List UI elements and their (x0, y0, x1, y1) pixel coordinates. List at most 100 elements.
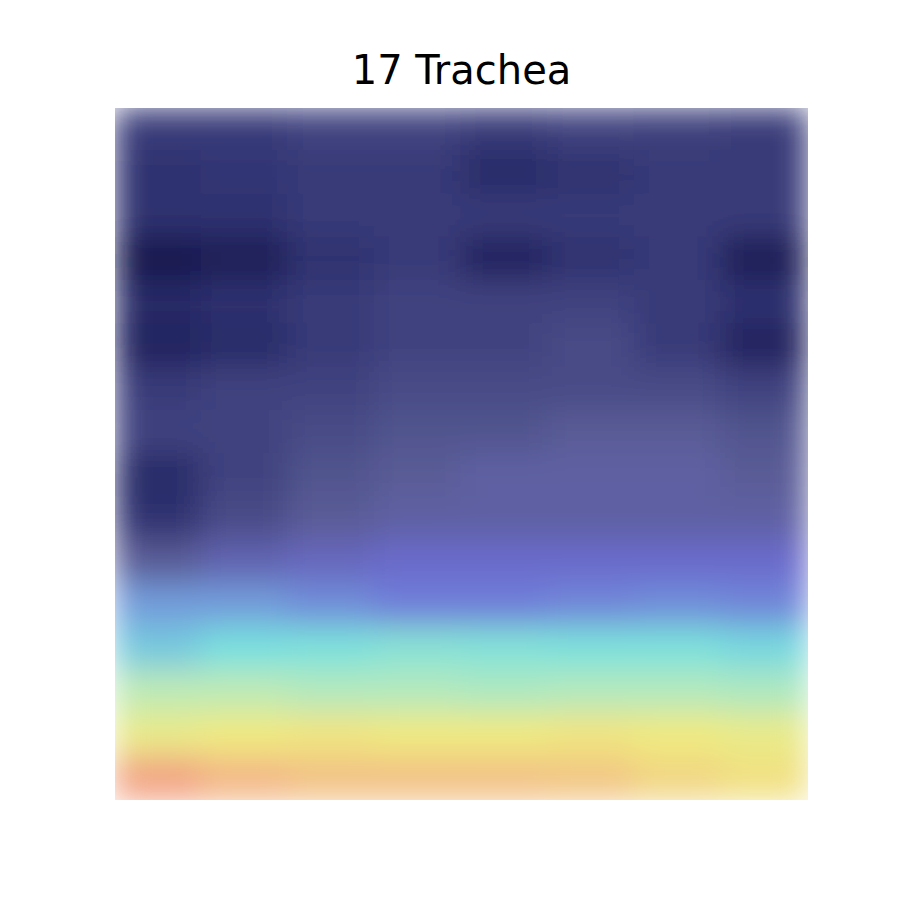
heat-cell (720, 108, 808, 152)
heat-cell (201, 756, 290, 800)
heat-cell (547, 367, 636, 412)
heat-cell (115, 237, 203, 282)
heat-cell (547, 280, 636, 325)
heat-cell (115, 669, 203, 714)
heat-cell (547, 108, 636, 152)
title: 17 Trachea (352, 47, 572, 93)
heat-cell (461, 323, 550, 368)
heat-cell (287, 410, 376, 455)
heat-cell (720, 237, 808, 282)
heat-cell (287, 237, 376, 282)
heat-cell (201, 410, 290, 455)
heat-cell (461, 756, 550, 800)
heat-cell (374, 410, 463, 455)
heat-cell (115, 108, 203, 152)
heat-cell (201, 150, 290, 195)
heat-cell (287, 453, 376, 498)
heat-cell (115, 583, 203, 628)
heat-cell (115, 713, 203, 758)
heat-cell (115, 410, 203, 455)
heat-cell (461, 150, 550, 195)
heat-cell (374, 583, 463, 628)
heat-cell (287, 713, 376, 758)
heat-cell (287, 194, 376, 239)
heat-cell (287, 108, 376, 152)
heat-cell (287, 756, 376, 800)
heat-cell (201, 237, 290, 282)
heat-cell (634, 323, 723, 368)
heat-cell (374, 453, 463, 498)
heat-cell (720, 496, 808, 541)
heat-cell (720, 453, 808, 498)
heat-cell (374, 150, 463, 195)
heat-cell (547, 669, 636, 714)
heat-cell (547, 756, 636, 800)
heat-cell (547, 194, 636, 239)
heat-cell (287, 540, 376, 585)
heat-cell (720, 540, 808, 585)
heat-cell (547, 496, 636, 541)
heat-cell (461, 540, 550, 585)
heat-cell (374, 540, 463, 585)
heat-cell (201, 323, 290, 368)
heat-cell (634, 453, 723, 498)
heat-cell (547, 323, 636, 368)
heat-cell (461, 280, 550, 325)
heat-cell (287, 583, 376, 628)
heat-cell (287, 626, 376, 671)
heat-cell (720, 367, 808, 412)
heat-cell (461, 410, 550, 455)
heat-cell (634, 108, 723, 152)
heat-cell (634, 194, 723, 239)
heat-cell (287, 669, 376, 714)
plot-area (115, 108, 808, 800)
heat-cell (201, 453, 290, 498)
heat-cell (374, 669, 463, 714)
heat-cell (547, 410, 636, 455)
figure: 17 Trachea (0, 0, 900, 900)
heat-cell (634, 669, 723, 714)
heat-cell (461, 237, 550, 282)
heat-cell (115, 626, 203, 671)
heat-cell (115, 453, 203, 498)
heat-cell (720, 669, 808, 714)
heat-cell (634, 756, 723, 800)
heat-cell (720, 323, 808, 368)
heat-cell (547, 626, 636, 671)
heat-cell (634, 150, 723, 195)
heat-cell (201, 713, 290, 758)
heat-cell (287, 367, 376, 412)
heat-cell (720, 583, 808, 628)
heat-cell (201, 626, 290, 671)
heat-cell (461, 669, 550, 714)
heat-cell (634, 367, 723, 412)
heat-cell (287, 150, 376, 195)
heat-cell (287, 280, 376, 325)
heat-cell (634, 496, 723, 541)
heat-cell (201, 669, 290, 714)
heat-cell (634, 713, 723, 758)
heat-cell (547, 583, 636, 628)
heat-cell (374, 496, 463, 541)
heat-cell (547, 237, 636, 282)
heat-cell (374, 323, 463, 368)
heat-cell (115, 194, 203, 239)
heat-cell (374, 367, 463, 412)
heat-cell (115, 280, 203, 325)
heat-cell (201, 540, 290, 585)
heat-cell (115, 367, 203, 412)
heat-cell (461, 713, 550, 758)
heat-cell (634, 540, 723, 585)
heat-cell (547, 453, 636, 498)
heat-cell (634, 583, 723, 628)
cells (115, 108, 808, 800)
heat-cell (287, 496, 376, 541)
heat-cell (720, 626, 808, 671)
heat-cell (374, 713, 463, 758)
heat-cell (461, 626, 550, 671)
heat-cell (374, 756, 463, 800)
heat-cell (115, 540, 203, 585)
heat-cell (287, 323, 376, 368)
heat-cell (201, 367, 290, 412)
heat-cell (547, 150, 636, 195)
